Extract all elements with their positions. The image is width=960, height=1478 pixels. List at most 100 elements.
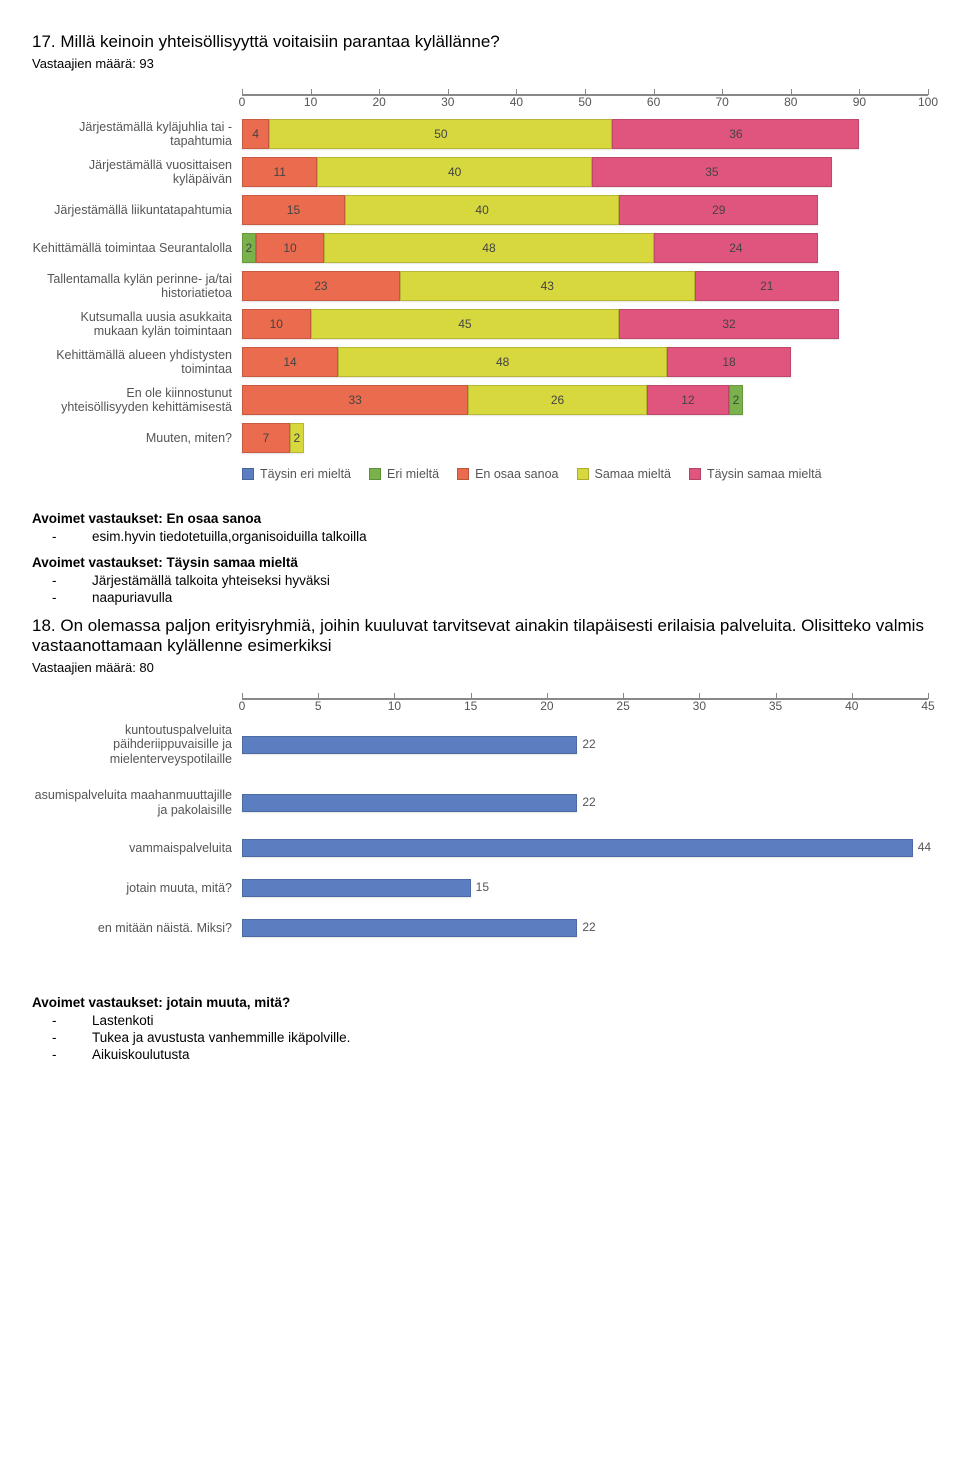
open-answer: Aikuiskoulutusta (92, 1046, 928, 1063)
bar-segment: 15 (242, 195, 345, 225)
hbar: 22 (242, 794, 577, 812)
q17-title: 17. Millä keinoin yhteisöllisyyttä voita… (32, 32, 928, 52)
stacked-bar: 72 (242, 423, 928, 453)
legend-item: Täysin eri mieltä (242, 467, 351, 481)
hbar: 22 (242, 736, 577, 754)
axis-tick: 70 (716, 95, 729, 109)
stacked-bar: 3326122 (242, 385, 928, 415)
axis-tick: 0 (239, 95, 246, 109)
bar-segment: 40 (317, 157, 591, 187)
hbar-track: 15 (242, 879, 928, 897)
bar-segment: 48 (324, 233, 653, 263)
open-answer: Lastenkoti (92, 1012, 928, 1029)
q17-chart: 0102030405060708090100 Järjestämällä kyl… (32, 95, 928, 453)
legend-label: En osaa sanoa (475, 467, 558, 481)
chart-row: kuntoutuspalveluitapäihderiippuvaisille … (32, 723, 928, 766)
axis-tick: 35 (769, 699, 782, 713)
q17-legend: Täysin eri mieltä Eri mieltä En osaa sanoa… (242, 467, 928, 483)
open-answer: esim.hyvin tiedotetuilla,organisoiduilla… (92, 528, 928, 545)
bar-segment: 48 (338, 347, 667, 377)
hbar-track: 22 (242, 736, 928, 754)
bar-segment: 2 (729, 385, 743, 415)
bar-segment: 40 (345, 195, 619, 225)
chart-row: Kutsumalla uusia asukkaitamukaan kylän t… (32, 309, 928, 339)
stacked-bar: 104532 (242, 309, 928, 339)
bar-segment: 50 (269, 119, 612, 149)
bar-segment: 29 (619, 195, 818, 225)
legend-item: Samaa mieltä (577, 467, 671, 481)
axis-tick: 50 (578, 95, 591, 109)
bar-segment: 10 (242, 309, 311, 339)
axis-tick: 60 (647, 95, 660, 109)
legend-label: Eri mieltä (387, 467, 439, 481)
hbar-track: 22 (242, 919, 928, 937)
row-label: Kehittämällä alueen yhdistystentoimintaa (32, 348, 242, 377)
chart-row: Kehittämällä alueen yhdistystentoimintaa… (32, 347, 928, 377)
axis-tick: 10 (304, 95, 317, 109)
bar-segment: 18 (667, 347, 790, 377)
row-label: Tallentamalla kylän perinne- ja/taihisto… (32, 272, 242, 301)
axis-tick: 90 (853, 95, 866, 109)
chart-row: asumispalveluita maahanmuuttajilleja pak… (32, 788, 928, 817)
axis-tick: 45 (921, 699, 934, 713)
bar-value: 22 (582, 795, 595, 809)
axis-tick: 20 (540, 699, 553, 713)
q18-open-heading: Avoimet vastaukset: jotain muuta, mitä? (32, 995, 928, 1010)
q17-open-heading-2: Avoimet vastaukset: Täysin samaa mieltä (32, 555, 928, 570)
legend-swatch (577, 468, 589, 480)
row-label: en mitään näistä. Miksi? (32, 921, 242, 935)
row-label: Kehittämällä toimintaa Seurantalolla (32, 241, 242, 255)
axis-tick: 40 (510, 95, 523, 109)
bar-segment: 7 (242, 423, 290, 453)
open-answer: Tukea ja avustusta vanhemmille ikäpolvil… (92, 1029, 928, 1046)
bar-segment: 10 (256, 233, 325, 263)
legend-swatch (689, 468, 701, 480)
bar-segment: 32 (619, 309, 839, 339)
legend-label: Samaa mieltä (595, 467, 671, 481)
stacked-bar: 234321 (242, 271, 928, 301)
bar-segment: 43 (400, 271, 695, 301)
q18-open-list: LastenkotiTukea ja avustusta vanhemmille… (32, 1012, 928, 1063)
bar-segment: 35 (592, 157, 832, 187)
row-label: Järjestämällä liikuntatapahtumia (32, 203, 242, 217)
hbar: 44 (242, 839, 913, 857)
row-label: jotain muuta, mitä? (32, 881, 242, 895)
bar-value: 44 (918, 840, 931, 854)
axis-tick: 20 (373, 95, 386, 109)
axis-tick: 80 (784, 95, 797, 109)
row-label: vammaispalveluita (32, 841, 242, 855)
axis-tick: 25 (616, 699, 629, 713)
axis-tick: 30 (441, 95, 454, 109)
q17-open-list-2: Järjestämällä talkoita yhteiseksi hyväks… (32, 572, 928, 606)
stacked-bar: 114035 (242, 157, 928, 187)
bar-value: 22 (582, 737, 595, 751)
q17-open-list-1: esim.hyvin tiedotetuilla,organisoiduilla… (32, 528, 928, 545)
hbar: 15 (242, 879, 471, 897)
hbar-track: 44 (242, 839, 928, 857)
legend-label: Täysin samaa mieltä (707, 467, 822, 481)
q18-chart: 051015202530354045 kuntoutuspalveluitapä… (32, 699, 928, 937)
q18-respondents: Vastaajien määrä: 80 (32, 660, 928, 675)
stacked-bar: 45036 (242, 119, 928, 149)
chart-row: Kehittämällä toimintaa Seurantalolla2104… (32, 233, 928, 263)
row-label: Järjestämällä vuosittaisenkyläpäivän (32, 158, 242, 187)
bar-segment: 2 (290, 423, 304, 453)
row-label: En ole kiinnostunutyhteisöllisyyden kehi… (32, 386, 242, 415)
stacked-bar: 144818 (242, 347, 928, 377)
bar-segment: 11 (242, 157, 317, 187)
axis-tick: 30 (693, 699, 706, 713)
legend-item: Täysin samaa mieltä (689, 467, 822, 481)
legend-swatch (457, 468, 469, 480)
axis-tick: 10 (388, 699, 401, 713)
row-label: Järjestämällä kyläjuhlia tai -tapahtumia (32, 120, 242, 149)
bar-segment: 45 (311, 309, 620, 339)
bar-segment: 14 (242, 347, 338, 377)
axis-tick: 40 (845, 699, 858, 713)
bar-segment: 24 (654, 233, 819, 263)
axis-tick: 5 (315, 699, 322, 713)
chart-row: Järjestämällä vuosittaisenkyläpäivän1140… (32, 157, 928, 187)
legend-item: En osaa sanoa (457, 467, 558, 481)
bar-value: 15 (476, 880, 489, 894)
q17-respondents: Vastaajien määrä: 93 (32, 56, 928, 71)
chart-row: en mitään näistä. Miksi?22 (32, 919, 928, 937)
